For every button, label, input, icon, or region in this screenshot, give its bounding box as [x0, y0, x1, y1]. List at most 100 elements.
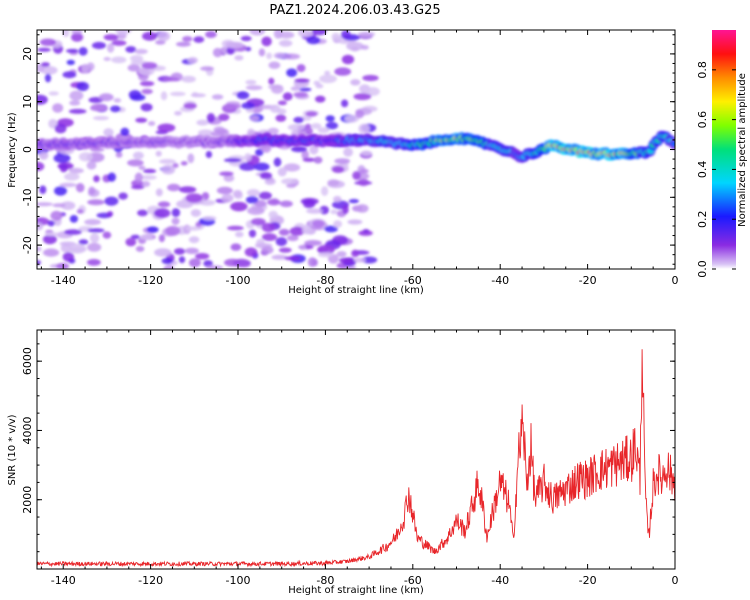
- x-tick-label: -100: [226, 574, 251, 587]
- heatmap-noise-blob: [232, 189, 243, 198]
- heatmap-noise-blob: [118, 192, 128, 200]
- heatmap-noise-blob: [138, 165, 146, 170]
- heatmap-noise-blob: [62, 30, 70, 38]
- x-tick-label: -100: [226, 274, 251, 287]
- x-tick-label: -60: [404, 274, 422, 287]
- heatmap-noise-blob: [247, 128, 255, 137]
- heatmap-noise-blob: [271, 254, 288, 260]
- heatmap-noise-blob: [91, 41, 107, 50]
- x-tick-label: 0: [672, 274, 679, 287]
- heatmap-noise-blob: [160, 91, 168, 101]
- heatmap-noise-blob: [87, 199, 105, 206]
- heatmap-noise-blob: [261, 233, 278, 242]
- heatmap-noise-blob: [206, 113, 215, 123]
- heatmap-noise-blob: [317, 244, 335, 255]
- heatmap-noise-blob: [267, 127, 279, 135]
- heatmap-noise-blob: [196, 119, 209, 126]
- heatmap-noise-blob: [157, 201, 171, 208]
- heatmap-noise-blob: [305, 123, 312, 129]
- heatmap-noise-blob: [278, 39, 293, 47]
- heatmap-noise-blob: [142, 31, 158, 41]
- heatmap-noise-blob: [78, 239, 89, 245]
- heatmap-ridge-layer: [37, 130, 675, 163]
- colorbar-label: Normalized spectral amplitude: [737, 73, 748, 227]
- heatmap-noise-blob: [234, 55, 244, 61]
- heatmap-noise-blob: [255, 148, 264, 156]
- colorbar: 0.0 0.2 0.4 0.6 0.8 Normalized spectral ampl…: [696, 30, 748, 278]
- heatmap-noise-blob: [286, 68, 298, 77]
- heatmap-noise-blob: [306, 36, 321, 45]
- heatmap-noise-blob: [360, 45, 369, 50]
- heatmap-noise-blob: [43, 248, 60, 257]
- heatmap-noise-blob: [250, 115, 260, 121]
- heatmap-noise-blob: [163, 77, 180, 82]
- heatmap-noise-blob: [286, 183, 297, 188]
- heatmap-noise-blob: [214, 128, 228, 135]
- heatmap-noise-blob: [88, 186, 96, 195]
- heatmap-noise-blob: [68, 243, 86, 254]
- heatmap-noise-blob: [111, 56, 127, 64]
- heatmap-noise-blob: [62, 71, 77, 79]
- heatmap-noise-blob: [336, 251, 347, 258]
- heatmap-noise-blob: [278, 31, 295, 39]
- x-tick-label: -140: [51, 574, 76, 587]
- heatmap-noise-blob: [187, 57, 198, 64]
- heatmap-noise-blob: [290, 146, 308, 153]
- heatmap-noise-blob: [283, 163, 301, 172]
- colorbar-ticks: 0.0 0.2 0.4 0.6 0.8: [696, 61, 736, 278]
- y-tick-label: -10: [21, 188, 34, 206]
- heatmap-noise-blob: [50, 210, 63, 221]
- heatmap-noise-blob: [65, 48, 79, 53]
- heatmap-noise-blob: [268, 210, 278, 219]
- heatmap-noise-blob: [174, 111, 182, 116]
- heatmap-noise-blob: [246, 189, 260, 197]
- colorbar-tick-label: 0.6: [696, 111, 709, 129]
- heatmap-noise-blob: [134, 172, 143, 183]
- heatmap-noise-blob: [290, 86, 301, 91]
- heatmap-noise-blob: [321, 186, 329, 197]
- heatmap-noise-blob: [159, 159, 176, 164]
- colorbar-tick-label: 0.2: [696, 210, 709, 228]
- heatmap-noise-blob: [299, 245, 307, 251]
- heatmap-noise-blob: [125, 46, 137, 53]
- heatmap-noise-blob: [225, 41, 243, 46]
- heatmap-noise-blob: [331, 32, 341, 41]
- heatmap-noise-blob: [130, 55, 144, 62]
- heatmap-noise-blob: [68, 167, 84, 174]
- heatmap-noise-blob: [153, 208, 171, 218]
- heatmap-noise-blob: [247, 206, 265, 215]
- heatmap-ridge-core: [670, 141, 675, 147]
- heatmap-noise-blob: [302, 157, 316, 162]
- heatmap-noise-blob: [155, 40, 166, 45]
- heatmap-noise-blob: [172, 163, 179, 168]
- heatmap-noise-blob: [141, 181, 151, 187]
- snr-series-line: [37, 349, 675, 568]
- heatmap-noise-blob: [333, 195, 342, 203]
- heatmap-noise-blob: [301, 150, 310, 160]
- heatmap-noise-blob: [44, 232, 59, 237]
- heatmap-noise-blob: [115, 30, 132, 35]
- heatmap-noise-blob: [103, 34, 120, 41]
- heatmap-noise-blob: [360, 150, 373, 156]
- heatmap-noise-blob: [102, 231, 112, 239]
- heatmap-noise-blob: [311, 123, 322, 129]
- heatmap-noise-blob: [315, 95, 326, 103]
- heatmap-noise-blob: [89, 233, 100, 243]
- heatmap-noise-blob: [185, 226, 202, 231]
- heatmap-noise-blob: [115, 151, 123, 158]
- heatmap-noise-blob: [330, 209, 338, 215]
- heatmap-noise-blob: [226, 46, 235, 55]
- heatmap-noise-blob: [250, 218, 266, 226]
- y-tick-label: 2000: [21, 486, 34, 514]
- heatmap-noise-blob: [165, 225, 181, 236]
- heatmap-noise-blob: [343, 147, 353, 157]
- heatmap-noise-blob: [195, 253, 210, 260]
- heatmap-noise-blob: [132, 151, 144, 160]
- heatmap-noise-blob: [353, 257, 366, 263]
- heatmap-noise-blob: [37, 94, 48, 105]
- heatmap-noise-blob: [76, 209, 84, 214]
- heatmap-noise-blob: [78, 47, 88, 56]
- heatmap-noise-blob: [305, 111, 318, 117]
- colorbar-tick-label: 0.4: [696, 161, 709, 179]
- heatmap-noise-blob: [98, 93, 114, 102]
